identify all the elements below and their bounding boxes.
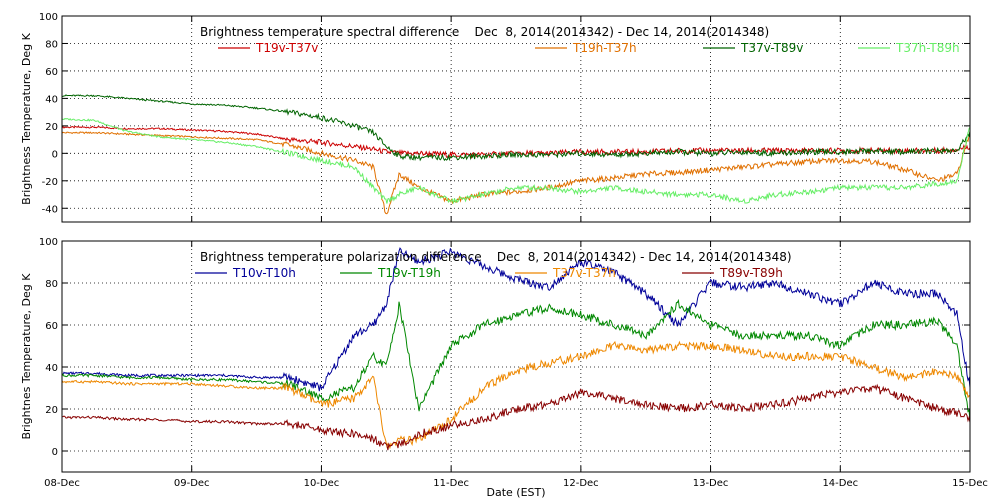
plot-frame xyxy=(61,240,971,473)
legend-label: T37v-T37h xyxy=(552,266,616,280)
y-tick-label: 0 xyxy=(52,447,58,458)
y-tick-label: 20 xyxy=(45,122,58,133)
series-line-t19v-t19h xyxy=(62,298,970,421)
spectral-difference-panel: -40 -20 0 20 40 60 80 100 Brightness Temperature… xyxy=(20,12,971,223)
y-axis-title: Brightnes Temperature, Deg K xyxy=(20,273,33,440)
x-tick-label: 09-Dec xyxy=(174,478,210,489)
y-tick-label: 20 xyxy=(45,405,58,416)
y-tick-label: 40 xyxy=(45,363,58,374)
plot-title: Brightness temperature polarization diff… xyxy=(200,250,792,264)
legend-label: T89v-T89h xyxy=(719,266,783,280)
legend-label: T37h-T89h xyxy=(895,41,960,55)
y-tick-label: 40 xyxy=(45,94,58,105)
y-tick-label: -20 xyxy=(42,177,58,188)
x-tick-label: 10-Dec xyxy=(304,478,340,489)
series-line-t89v-t89h xyxy=(62,383,970,451)
y-axis-title: Brightness Temperature, Deg K xyxy=(20,32,33,204)
series-line-t37h-t89h xyxy=(62,117,970,204)
polarization-difference-panel: 0 20 40 60 80 100 08-Dec 09-Dec 10-Dec 11-Dec 12-D… xyxy=(20,237,988,499)
y-tick-label: 80 xyxy=(45,39,58,50)
y-tick-label: 100 xyxy=(39,12,58,23)
legend-label: T19v-T19h xyxy=(377,266,441,280)
x-tick-label: 13-Dec xyxy=(693,478,729,489)
legend-label: T19h-T37h xyxy=(572,41,637,55)
series-line-t37v-t37h xyxy=(62,340,970,450)
x-tick-label: 12-Dec xyxy=(563,478,599,489)
series-group xyxy=(62,247,970,451)
x-tick-label: 15-Dec xyxy=(952,478,988,489)
legend-label: T19v-T37v xyxy=(255,41,318,55)
plot-frame xyxy=(61,15,971,223)
series-line-t37v-t89v xyxy=(62,94,970,162)
y-tick-label: 0 xyxy=(52,149,58,160)
legend-label: T37v-T89v xyxy=(740,41,803,55)
series-group xyxy=(62,94,970,215)
series-line-t19h-t37h xyxy=(62,131,970,215)
x-tick-label: 08-Dec xyxy=(44,478,80,489)
y-tick-label: 60 xyxy=(45,67,58,78)
y-tick-label: 80 xyxy=(45,279,58,290)
y-tick-label: 60 xyxy=(45,321,58,332)
legend-label: T10v-T10h xyxy=(232,266,296,280)
y-tick-label: -40 xyxy=(42,204,58,215)
x-axis-title: Date (EST) xyxy=(486,486,545,499)
x-tick-label: 14-Dec xyxy=(822,478,858,489)
plot-title: Brightness temperature spectral differen… xyxy=(200,25,769,39)
x-tick-label: 11-Dec xyxy=(433,478,469,489)
series-line-t10v-t10h xyxy=(62,247,970,392)
y-tick-label: 100 xyxy=(39,237,58,248)
